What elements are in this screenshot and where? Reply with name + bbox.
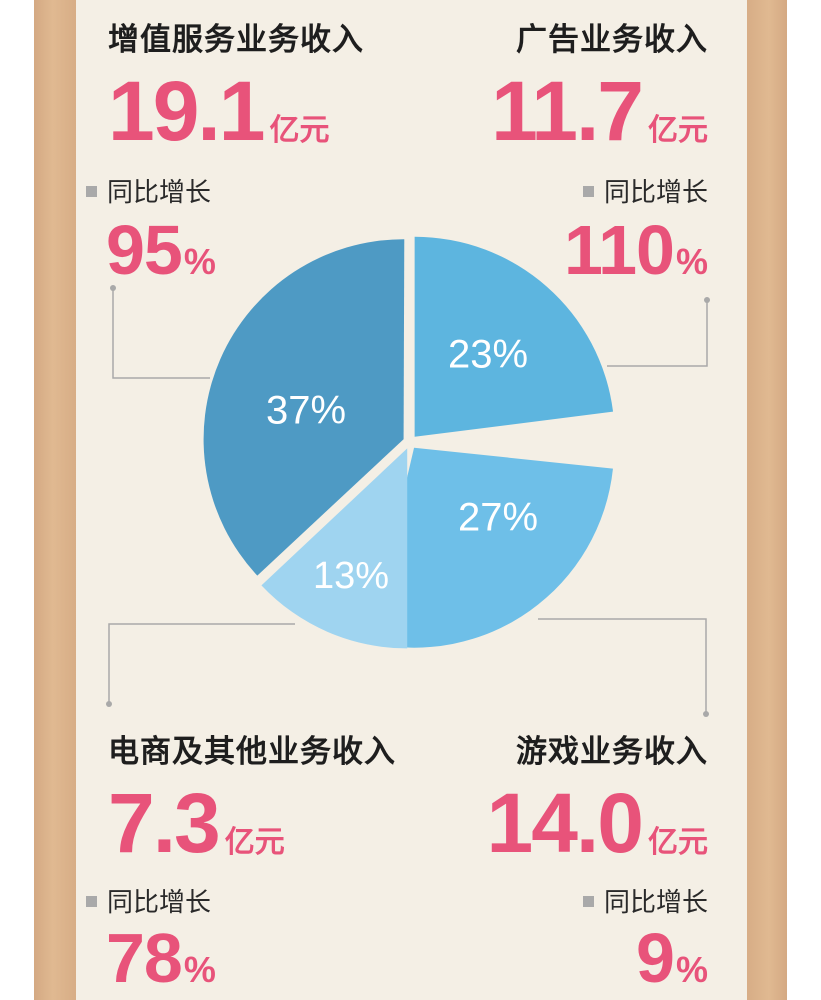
connector-dot-ecommerce — [106, 701, 112, 707]
square-bullet-icon — [86, 186, 97, 197]
growth-rate: 95% — [106, 215, 216, 285]
category-title: 广告业务收入 — [516, 22, 708, 58]
revenue-value: 7.3 — [108, 776, 221, 870]
slice-label-ecommerce: 13% — [313, 555, 389, 597]
segment-block-value-added: 增值服务业务收入 19.1 亿元 — [108, 14, 364, 153]
revenue-value: 14.0 — [486, 776, 644, 870]
slice-label-games: 27% — [458, 496, 538, 540]
pie-slice-value-added — [203, 239, 405, 576]
slice-label-value-added: 37% — [266, 389, 346, 433]
connector-line-games — [538, 618, 707, 714]
connector-dot-value-added — [110, 285, 116, 291]
connector-line-ecommerce — [108, 623, 295, 704]
connector-line-advertising — [607, 300, 708, 367]
growth-label: 同比增长 — [582, 882, 708, 919]
growth-label-text: 同比增长 — [603, 178, 708, 208]
growth-unit: % — [183, 949, 216, 990]
pie-slice-labels: 37% 23% 27% 13% — [266, 333, 538, 597]
revenue-unit: 亿元 — [224, 825, 285, 860]
revenue-amount: 7.3 亿元 — [108, 781, 396, 865]
square-bullet-icon — [582, 896, 594, 907]
connector-dot-advertising — [704, 297, 710, 303]
connector-line-value-added — [112, 288, 210, 379]
growth-value: 95 — [106, 211, 183, 289]
revenue-unit: 亿元 — [648, 825, 708, 860]
growth-label-text: 同比增长 — [603, 888, 708, 918]
growth-block-advertising: 同比增长 110% — [564, 172, 708, 285]
growth-label-text: 同比增长 — [107, 888, 212, 918]
segment-block-advertising: 广告业务收入 11.7 亿元 — [491, 14, 708, 153]
growth-unit: % — [675, 241, 708, 282]
growth-label: 同比增长 — [86, 172, 216, 209]
revenue-amount: 14.0 亿元 — [487, 781, 709, 865]
growth-label-text: 同比增长 — [107, 178, 212, 208]
revenue-unit: 亿元 — [269, 113, 330, 148]
growth-label: 同比增长 — [564, 172, 708, 209]
pie-slice-advertising — [414, 236, 614, 437]
segment-block-games: 游戏业务收入 14.0 亿元 — [487, 726, 709, 865]
connector-dot-games — [703, 711, 709, 717]
growth-rate: 9% — [583, 923, 708, 993]
revenue-unit: 亿元 — [648, 113, 708, 148]
growth-rate: 110% — [564, 215, 708, 285]
growth-unit: % — [675, 949, 708, 990]
category-title: 增值服务业务收入 — [108, 22, 364, 58]
category-title: 游戏业务收入 — [516, 734, 708, 770]
square-bullet-icon — [582, 186, 594, 197]
growth-label: 同比增长 — [86, 882, 216, 919]
pie-slices — [203, 236, 614, 649]
square-bullet-icon — [86, 896, 97, 907]
pie-slice-games — [368, 447, 613, 648]
growth-block-ecommerce: 同比增长 78% — [86, 882, 216, 993]
growth-unit: % — [183, 241, 216, 282]
growth-value: 9 — [636, 919, 675, 997]
revenue-amount: 11.7 亿元 — [491, 69, 708, 153]
growth-rate: 78% — [106, 923, 216, 993]
segment-block-ecommerce: 电商及其他业务收入 7.3 亿元 — [108, 726, 396, 865]
growth-value: 78 — [106, 919, 183, 997]
revenue-value: 19.1 — [108, 64, 265, 158]
growth-block-value-added: 同比增长 95% — [86, 172, 216, 285]
frame-right-border — [747, 0, 787, 1000]
connector-lines — [106, 285, 710, 717]
pie-slice-ecommerce — [261, 448, 408, 649]
growth-block-games: 同比增长 9% — [582, 882, 708, 993]
revenue-amount: 19.1 亿元 — [108, 69, 364, 153]
growth-value: 110 — [564, 211, 675, 289]
slice-label-advertising: 23% — [448, 333, 528, 377]
category-title: 电商及其他业务收入 — [108, 734, 396, 770]
revenue-value: 11.7 — [491, 64, 644, 158]
frame-left-border — [34, 0, 76, 1000]
